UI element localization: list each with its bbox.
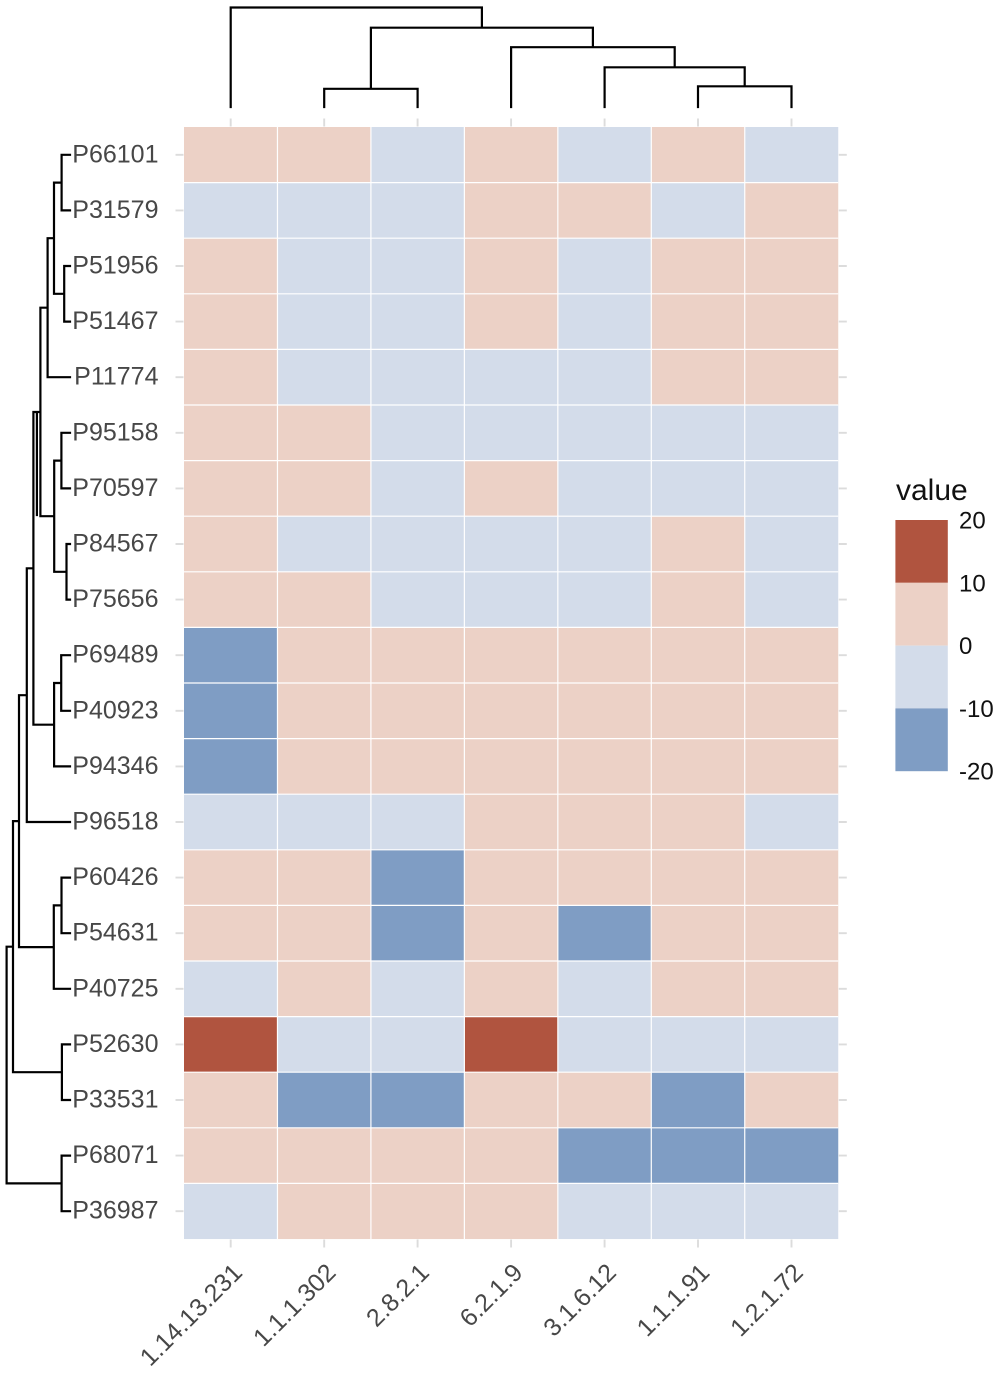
svg-text:3.1.6.12: 3.1.6.12 [538,1258,622,1342]
svg-text:-20: -20 [959,759,994,786]
svg-text:P68071: P68071 [72,1141,158,1169]
svg-text:P96518: P96518 [72,808,158,836]
svg-text:P66101: P66101 [72,140,158,168]
svg-text:1.1.1.302: 1.1.1.302 [248,1258,342,1352]
svg-text:2.8.2.1: 2.8.2.1 [361,1258,435,1332]
svg-text:P51467: P51467 [72,307,158,335]
svg-text:P84567: P84567 [72,530,158,558]
svg-text:20: 20 [959,508,986,535]
svg-text:P52630: P52630 [72,1030,158,1058]
svg-text:value: value [896,474,968,507]
svg-text:P11774: P11774 [74,363,158,391]
svg-text:P40725: P40725 [72,974,158,1002]
svg-text:1.1.1.91: 1.1.1.91 [632,1258,716,1342]
svg-text:P54631: P54631 [72,919,158,947]
svg-text:-10: -10 [959,696,994,723]
svg-text:1.14.13.231: 1.14.13.231 [135,1258,248,1371]
svg-text:P51956: P51956 [72,252,158,280]
svg-text:1.2.1.72: 1.2.1.72 [725,1258,809,1342]
svg-text:0: 0 [959,633,972,660]
svg-text:P40923: P40923 [72,696,158,724]
svg-text:P70597: P70597 [72,474,158,502]
svg-text:6.2.1.9: 6.2.1.9 [454,1258,528,1332]
svg-text:P31579: P31579 [72,196,158,224]
svg-text:P60426: P60426 [72,863,158,891]
svg-text:P95158: P95158 [72,418,158,446]
svg-text:P94346: P94346 [72,752,158,780]
svg-text:10: 10 [959,570,986,597]
svg-text:P69489: P69489 [72,641,158,669]
svg-text:P33531: P33531 [72,1086,158,1114]
svg-text:P75656: P75656 [72,585,158,613]
svg-text:P36987: P36987 [72,1197,158,1225]
